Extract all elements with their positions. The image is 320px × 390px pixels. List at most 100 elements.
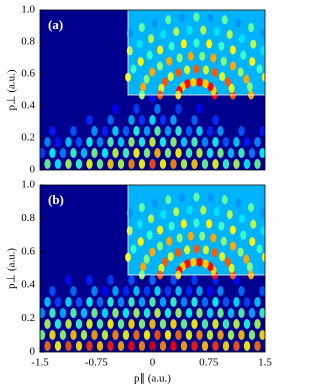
heatmap-texture xyxy=(138,297,146,307)
heatmap-texture xyxy=(112,286,119,296)
inset-texture xyxy=(168,41,175,51)
inset-texture xyxy=(243,74,250,84)
heatmap-texture xyxy=(233,319,240,329)
heatmap-texture xyxy=(206,308,214,318)
heatmap-texture xyxy=(164,286,172,296)
inset-texture xyxy=(219,72,226,82)
inset-texture xyxy=(210,233,217,243)
heatmap-texture xyxy=(143,330,151,340)
heatmap-texture xyxy=(143,148,151,158)
heatmap-texture xyxy=(191,341,198,351)
heatmap-texture xyxy=(96,341,104,351)
inset-texture xyxy=(221,15,228,25)
inset-texture xyxy=(127,28,134,38)
heatmap-texture xyxy=(201,137,209,147)
inset-texture xyxy=(259,208,265,218)
inset-texture xyxy=(225,77,232,87)
inset-texture xyxy=(202,65,209,75)
inset-texture xyxy=(207,13,214,23)
inset-texture xyxy=(143,254,150,264)
heatmap-texture xyxy=(170,275,177,285)
heatmap-texture xyxy=(191,159,198,169)
inset-texture xyxy=(196,77,203,87)
inset-texture xyxy=(186,25,193,35)
heatmap-texture xyxy=(86,115,93,125)
inset-texture xyxy=(187,51,194,61)
heatmap-texture xyxy=(217,308,224,318)
heatmap-texture xyxy=(49,126,56,136)
inset-texture xyxy=(250,39,257,49)
heatmap-texture xyxy=(212,159,219,169)
inset-texture xyxy=(156,241,163,251)
heatmap-texture xyxy=(122,330,130,340)
inset-texture xyxy=(146,50,153,60)
heatmap-texture xyxy=(138,341,146,351)
heatmap-texture xyxy=(259,126,265,136)
heatmap-texture xyxy=(238,148,245,158)
heatmap-texture xyxy=(80,308,88,318)
heatmap-texture xyxy=(65,297,72,307)
heatmap-texture xyxy=(191,297,198,307)
inset-texture xyxy=(176,53,183,63)
inset-texture xyxy=(137,57,144,67)
heatmap-texture xyxy=(217,148,224,158)
inset-texture xyxy=(219,252,226,262)
x-tick-label: -1.5 xyxy=(31,357,49,369)
heatmap-texture xyxy=(138,137,146,147)
heatmap-texture xyxy=(159,319,167,329)
inset-texture xyxy=(261,72,265,82)
inset-texture xyxy=(207,193,214,203)
heatmap-texture xyxy=(65,159,72,169)
heatmap-texture xyxy=(270,148,272,158)
heatmap-texture xyxy=(96,137,104,147)
heatmap xyxy=(40,185,265,352)
heatmap-texture xyxy=(206,330,214,340)
heatmap-texture xyxy=(212,297,219,307)
heatmap-texture xyxy=(212,137,219,147)
inset-texture xyxy=(193,64,200,74)
y-tick-label: 0.4 xyxy=(21,100,35,112)
heatmap-texture xyxy=(170,341,177,351)
heatmap-texture xyxy=(238,308,245,318)
heatmap-texture xyxy=(70,330,77,340)
inset-texture xyxy=(146,230,153,240)
inset-texture xyxy=(240,230,247,240)
heatmap-texture xyxy=(138,319,146,329)
inset-texture xyxy=(161,77,168,87)
heatmap-texture xyxy=(117,297,125,307)
x-tick-label: -0.75 xyxy=(85,357,108,369)
heatmap-texture xyxy=(191,137,198,147)
inset-texture xyxy=(220,236,227,246)
heatmap-texture xyxy=(254,137,261,147)
inset-texture xyxy=(226,209,233,219)
heatmap-texture xyxy=(86,275,93,285)
heatmap-texture xyxy=(196,286,203,296)
inset-texture xyxy=(229,225,236,235)
heatmap-texture xyxy=(54,319,62,329)
heatmap-texture xyxy=(44,297,51,307)
heatmap-texture xyxy=(159,297,167,307)
inset-texture xyxy=(160,209,167,219)
inset-texture xyxy=(237,247,244,257)
heatmap-texture xyxy=(222,341,230,351)
heatmap-texture xyxy=(133,104,140,114)
inset-texture xyxy=(248,202,255,212)
heatmap-texture xyxy=(206,126,214,136)
x-tick-label: 0 xyxy=(150,357,156,369)
heatmap-texture xyxy=(259,286,265,296)
heatmap-texture xyxy=(128,319,135,329)
heatmap-texture xyxy=(133,126,140,136)
inset-texture xyxy=(175,67,182,77)
inset-texture xyxy=(213,207,220,217)
heatmap-texture xyxy=(243,159,251,169)
heatmap-texture xyxy=(143,126,151,136)
heatmap-texture xyxy=(238,286,245,296)
inset-texture xyxy=(206,39,213,49)
heatmap-texture xyxy=(133,330,140,340)
heatmap-texture xyxy=(170,297,177,307)
heatmap-texture xyxy=(107,341,114,351)
heatmap-texture xyxy=(180,319,188,329)
y-tick-label: 0.6 xyxy=(21,68,35,80)
inset-texture xyxy=(210,53,217,63)
inset-texture xyxy=(226,29,233,39)
